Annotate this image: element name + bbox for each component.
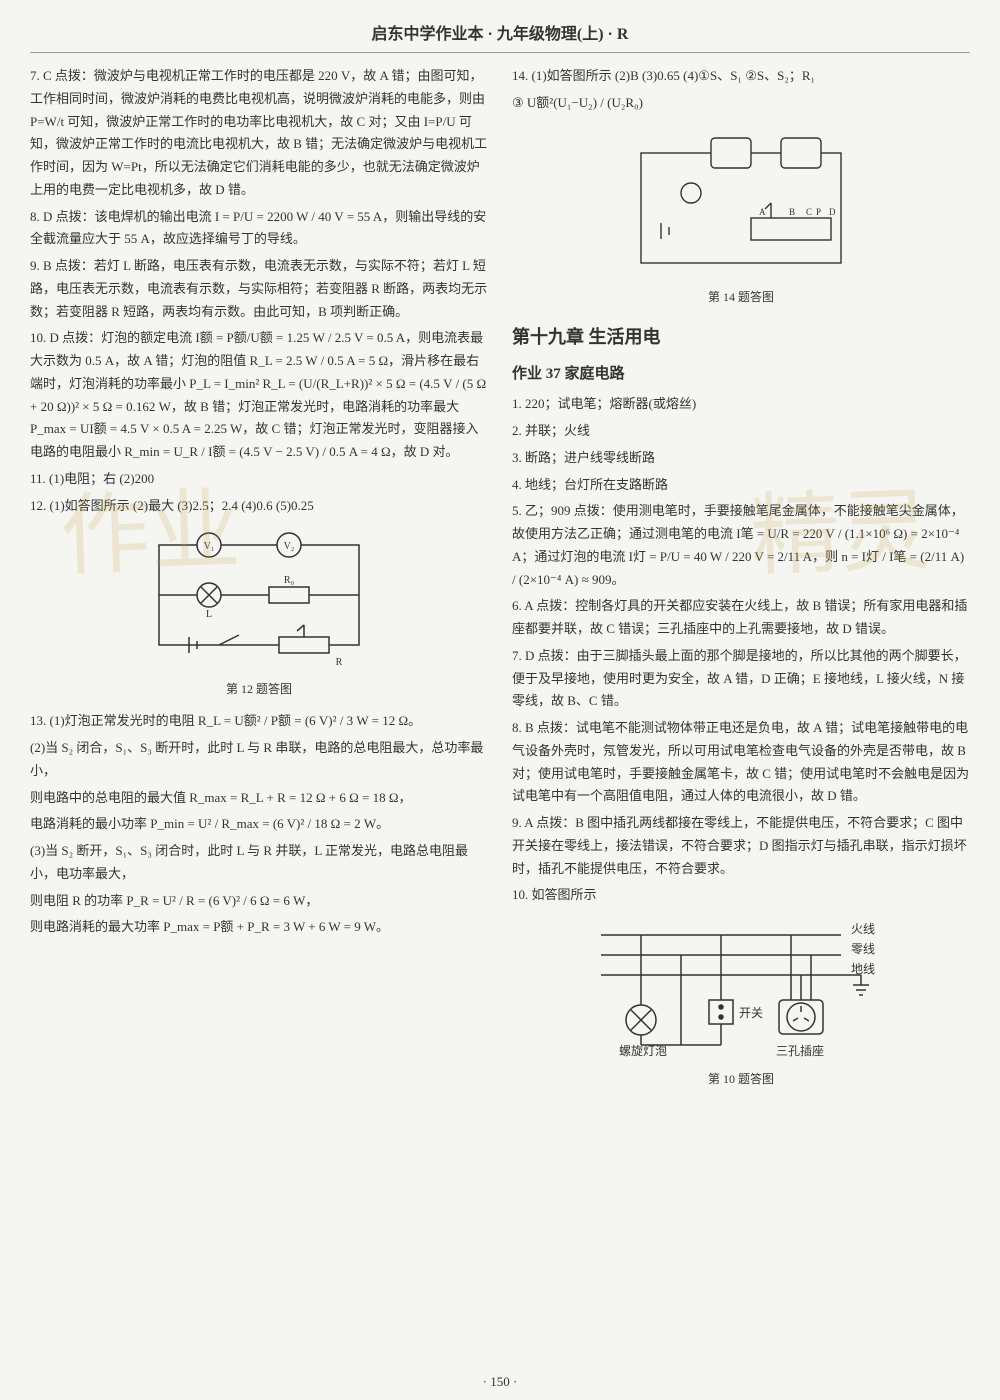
content-columns: 7. C 点拨：微波炉与电视机正常工作时的电压都是 220 V，故 A 错；由图… bbox=[30, 65, 970, 1100]
a8: 8. B 点拨：试电笔不能测试物体带正电还是负电，故 A 错；试电笔接触带电的电… bbox=[512, 717, 970, 808]
q8: 8. D 点拨：该电焊机的输出电流 I = P/U = 2200 W / 40 … bbox=[30, 206, 488, 252]
svg-text:V₁: V₁ bbox=[204, 541, 215, 552]
section-title: 作业 37 家庭电路 bbox=[512, 361, 970, 387]
svg-text:C: C bbox=[806, 207, 812, 217]
zero-line-label: 零线 bbox=[851, 942, 875, 956]
q13c: 则电路中的总电阻的最大值 R_max = R_L + R = 12 Ω + 6 … bbox=[30, 787, 488, 810]
right-column: 14. (1)如答图所示 (2)B (3)0.65 (4)①S、S₁ ②S、S₂… bbox=[512, 65, 970, 1100]
svg-text:D: D bbox=[829, 207, 836, 217]
ground-line-label: 地线 bbox=[851, 962, 875, 976]
q10: 10. D 点拨：灯泡的额定电流 I额 = P额/U额 = 1.25 W / 2… bbox=[30, 327, 488, 464]
q14-figure-caption: 第 14 题答图 bbox=[512, 287, 970, 308]
left-column: 7. C 点拨：微波炉与电视机正常工作时的电压都是 220 V，故 A 错；由图… bbox=[30, 65, 488, 1100]
q13f: 则电阻 R 的功率 P_R = U² / R = (6 V)² / 6 Ω = … bbox=[30, 890, 488, 913]
fire-line-label: 火线 bbox=[851, 922, 875, 936]
q13d: 电路消耗的最小功率 P_min = U² / R_max = (6 V)² / … bbox=[30, 813, 488, 836]
q13b: (2)当 S₂ 闭合，S₁、S₃ 断开时，此时 L 与 R 串联，电路的总电阻最… bbox=[30, 737, 488, 783]
svg-text:V₂: V₂ bbox=[284, 541, 295, 552]
svg-text:R: R bbox=[336, 657, 343, 668]
a1: 1. 220；试电笔；熔断器(或熔丝) bbox=[512, 393, 970, 416]
a5: 5. 乙；909 点拨：使用测电笔时，手要接触笔尾金属体，不能接触笔尖金属体，故… bbox=[512, 500, 970, 591]
svg-text:A: A bbox=[759, 207, 766, 217]
a10: 10. 如答图所示 bbox=[512, 884, 970, 907]
q14b: ③ U额²(U₁−U₂) / (U₂R₀) bbox=[512, 92, 970, 115]
q13a: 13. (1)灯泡正常发光时的电阻 R_L = U额² / P额 = (6 V)… bbox=[30, 710, 488, 733]
switch-label: 开关 bbox=[739, 1006, 763, 1020]
chapter-title: 第十九章 生活用电 bbox=[512, 322, 970, 354]
bulb-label: 螺旋灯泡 bbox=[619, 1044, 667, 1058]
a7: 7. D 点拨：由于三脚插头最上面的那个脚是接地的，所以比其他的两个脚要长，便于… bbox=[512, 645, 970, 713]
q7: 7. C 点拨：微波炉与电视机正常工作时的电压都是 220 V，故 A 错；由图… bbox=[30, 65, 488, 202]
a4: 4. 地线；台灯所在支路断路 bbox=[512, 474, 970, 497]
q12-circuit-diagram: V₁ V₂ L R₀ R bbox=[139, 525, 379, 675]
svg-text:P: P bbox=[816, 207, 821, 217]
a6: 6. A 点拨：控制各灯具的开关都应安装在火线上，故 B 错误；所有家用电器和插… bbox=[512, 595, 970, 641]
q12: 12. (1)如答图所示 (2)最大 (3)2.5；2.4 (4)0.6 (5)… bbox=[30, 495, 488, 518]
svg-text:R₀: R₀ bbox=[284, 575, 295, 586]
socket-label: 三孔插座 bbox=[776, 1043, 824, 1058]
q11: 11. (1)电阻；右 (2)200 bbox=[30, 468, 488, 491]
q13e: (3)当 S₂ 断开，S₁、S₃ 闭合时，此时 L 与 R 并联，L 正常发光，… bbox=[30, 840, 488, 886]
page-header: 启东中学作业本 · 九年级物理(上) · R bbox=[30, 20, 970, 53]
q10-household-diagram: 火线 零线 地线 开关 螺旋灯泡 三孔插座 bbox=[581, 915, 901, 1065]
q14a: 14. (1)如答图所示 (2)B (3)0.65 (4)①S、S₁ ②S、S₂… bbox=[512, 65, 970, 88]
page-number: · 150 · bbox=[0, 1374, 1000, 1390]
q14-circuit-diagram: A B C P D bbox=[611, 123, 871, 283]
svg-text:B: B bbox=[789, 207, 795, 217]
a2: 2. 并联；火线 bbox=[512, 420, 970, 443]
a9: 9. A 点拨：B 图中插孔两线都接在零线上，不能提供电压，不符合要求；C 图中… bbox=[512, 812, 970, 880]
q13g: 则电路消耗的最大功率 P_max = P额 + P_R = 3 W + 6 W … bbox=[30, 916, 488, 939]
q12-figure-caption: 第 12 题答图 bbox=[30, 679, 488, 700]
q9: 9. B 点拨：若灯 L 断路，电压表有示数，电流表无示数，与实际不符；若灯 L… bbox=[30, 255, 488, 323]
svg-text:L: L bbox=[206, 609, 212, 620]
q10-figure-caption: 第 10 题答图 bbox=[512, 1069, 970, 1090]
a3: 3. 断路；进户线零线断路 bbox=[512, 447, 970, 470]
